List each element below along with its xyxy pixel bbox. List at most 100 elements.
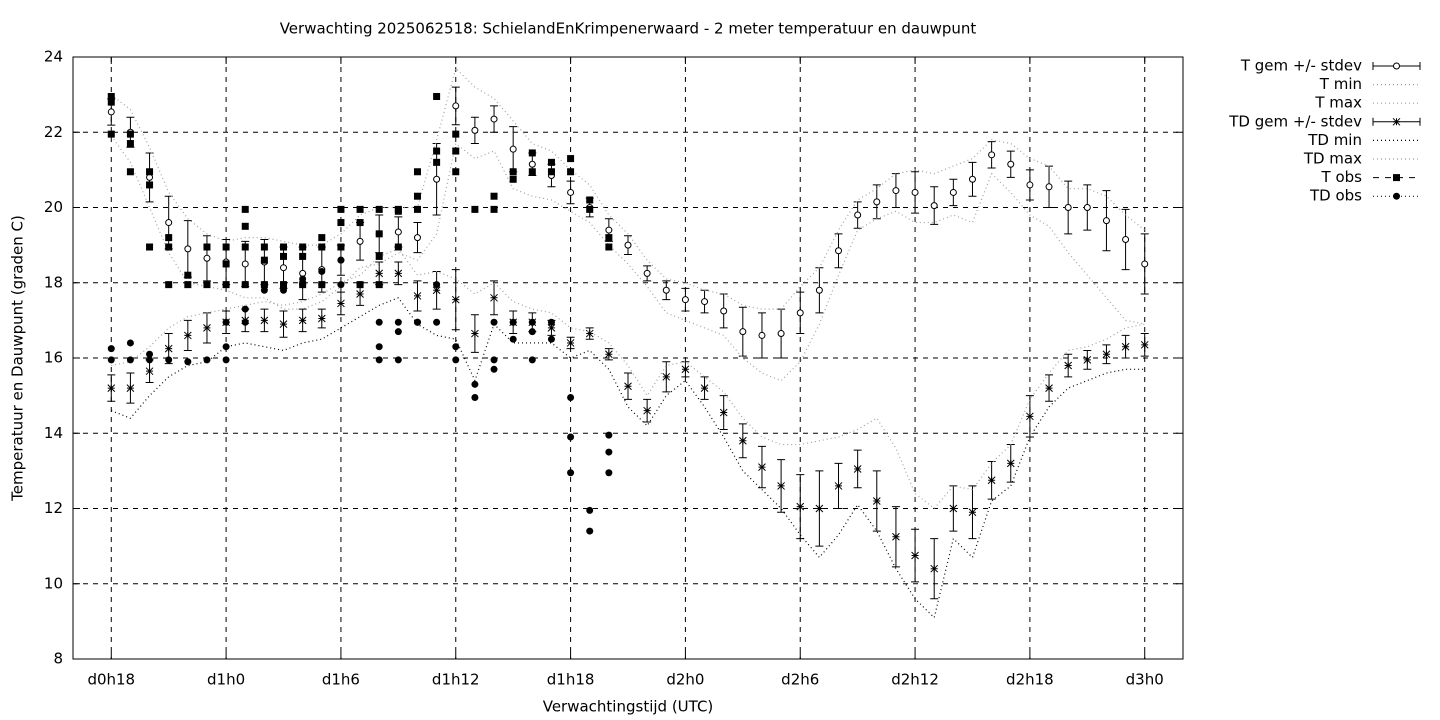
mean-point [356, 290, 364, 298]
mean-point [528, 160, 536, 168]
mean-point [777, 330, 785, 338]
obs-point [126, 130, 134, 138]
x-tick-label: d1h0 [207, 671, 245, 689]
obs-point [433, 93, 441, 101]
obs-point [547, 158, 555, 166]
obs-point [184, 358, 192, 366]
obs-point [547, 335, 555, 343]
mean-point [490, 115, 498, 123]
obs-point [146, 356, 154, 364]
obs-point [471, 205, 479, 213]
mean-point [241, 260, 249, 268]
legend-label: T min [1319, 75, 1362, 93]
mean-point [815, 286, 823, 294]
obs-point [586, 205, 594, 213]
obs-point [222, 318, 230, 326]
mean-point [547, 324, 556, 332]
mean-point [1141, 260, 1149, 268]
obs-point [567, 433, 575, 441]
legend-label: TD obs [1309, 187, 1362, 205]
x-tick-label: d2h0 [666, 671, 704, 689]
y-tick-label: 20 [44, 198, 63, 216]
mean-point [203, 324, 211, 332]
obs-point [107, 93, 115, 101]
obs-point [165, 234, 173, 242]
mean-point [968, 508, 977, 517]
obs-point [318, 243, 326, 251]
y-tick-label: 8 [53, 650, 63, 668]
obs-point [222, 281, 230, 289]
mean-point [777, 482, 785, 490]
obs-point [146, 168, 154, 176]
obs-point [126, 339, 134, 347]
mean-point [566, 339, 575, 347]
obs-point [222, 343, 230, 351]
obs-point [413, 192, 421, 200]
obs-point [547, 318, 555, 326]
obs-point [203, 356, 211, 364]
obs-point [509, 175, 517, 183]
mean-point [949, 188, 957, 196]
mean-point [796, 502, 805, 511]
legend-label: T obs [1321, 168, 1363, 186]
mean-point [815, 504, 824, 513]
x-tick-label: d2h18 [1006, 671, 1054, 689]
mean-point [835, 247, 843, 255]
x-tick-label: d0h18 [87, 671, 135, 689]
mean-point [126, 384, 135, 392]
obs-point [490, 318, 498, 326]
legend-marker [1393, 192, 1400, 200]
obs-point [222, 243, 230, 251]
legend-label: T max [1314, 94, 1362, 112]
obs-point [299, 281, 307, 289]
mean-point [719, 408, 728, 417]
chart-title: Verwachting 2025062518: SchielandEnKrimp… [280, 20, 977, 38]
mean-point [930, 202, 938, 210]
mean-point [624, 382, 632, 391]
legend-marker [1393, 174, 1400, 182]
mean-point [1140, 340, 1149, 349]
obs-point [241, 205, 249, 213]
obs-point [241, 305, 249, 313]
obs-point [241, 281, 249, 289]
mean-point [433, 175, 441, 183]
mean-point [700, 384, 709, 392]
obs-point [413, 205, 421, 213]
y-tick-label: 24 [44, 48, 63, 66]
mean-point [1121, 342, 1130, 351]
obs-point [337, 219, 345, 227]
mean-point [930, 564, 939, 573]
obs-point [280, 243, 288, 251]
obs-point [241, 318, 249, 326]
obs-point [471, 380, 479, 388]
obs-point [222, 356, 230, 364]
mean-point [317, 314, 326, 323]
y-tick-label: 16 [44, 349, 63, 367]
obs-point [567, 469, 575, 477]
mean-point [509, 145, 517, 153]
obs-point [299, 252, 307, 260]
obs-point [260, 286, 268, 294]
mean-point [624, 241, 632, 249]
mean-point [872, 497, 881, 505]
mean-point [164, 344, 173, 353]
mean-point [184, 245, 192, 253]
obs-point [471, 394, 479, 402]
obs-point [260, 281, 268, 289]
obs-point [356, 219, 364, 227]
obs-point [126, 140, 134, 148]
obs-point [394, 356, 402, 364]
mean-point [681, 365, 690, 374]
obs-point [586, 527, 594, 535]
obs-point [433, 158, 441, 166]
obs-point [490, 192, 498, 200]
mean-point [413, 234, 421, 242]
obs-point [452, 168, 460, 176]
obs-point [241, 243, 249, 251]
obs-point [528, 149, 536, 157]
mean-point [471, 329, 479, 338]
mean-point [892, 532, 900, 541]
mean-point [146, 173, 154, 181]
obs-point [184, 281, 192, 289]
